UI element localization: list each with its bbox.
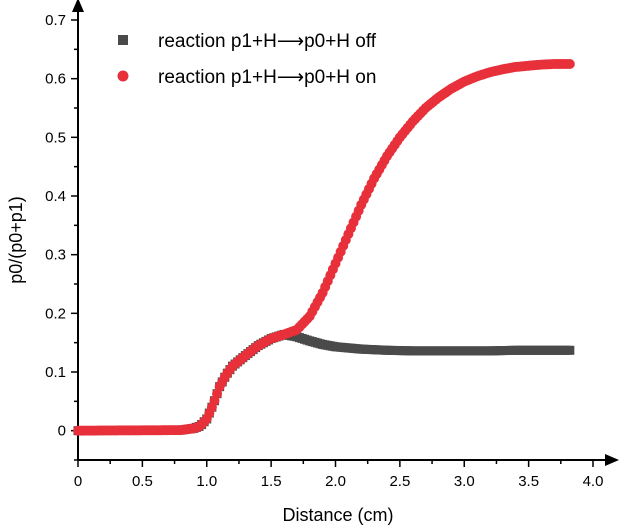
x-tick-label: 0 [74, 473, 82, 490]
y-tick-label: 0.4 [45, 188, 66, 205]
x-tick-label: 4.0 [583, 473, 604, 490]
x-tick-label: 3.5 [518, 473, 539, 490]
legend-marker-on [117, 70, 129, 82]
y-tick-label: 0.1 [45, 364, 66, 381]
y-tick-label: 0 [58, 423, 66, 440]
data-point [565, 345, 575, 355]
x-tick-label: 1.0 [196, 473, 217, 490]
y-tick-label: 0.3 [45, 247, 66, 264]
series-layer [73, 59, 575, 436]
legend-label-off: reaction p1+H⟶p0+H off [158, 31, 377, 52]
x-axis-arrow [605, 454, 619, 466]
y-tick-label: 0.6 [45, 71, 66, 88]
y-tick-label: 0.5 [45, 129, 66, 146]
x-tick-label: 3.0 [454, 473, 475, 490]
data-point [564, 59, 575, 69]
series-1 [73, 59, 575, 436]
axes: 0 0.5 1.0 1.5 2.0 2.5 3.0 3.5 4.0 0 0.1 0.2 0.3 0.4 0.… [45, 0, 619, 490]
legend: reaction p1+H⟶p0+H off reaction p1+H⟶p0+… [117, 31, 377, 88]
y-tick-label: 0.7 [45, 12, 66, 29]
legend-marker-off [118, 35, 128, 45]
x-axis-title: Distance (cm) [282, 505, 393, 525]
legend-label-on: reaction p1+H⟶p0+H on [158, 67, 376, 88]
x-tick-label: 0.5 [132, 473, 153, 490]
y-axis-arrow [72, 0, 84, 12]
y-axis-title: p0/(p0+p1) [6, 196, 26, 284]
series-0 [73, 329, 575, 436]
x-tick-label: 2.5 [389, 473, 410, 490]
x-tick-label: 1.5 [261, 473, 282, 490]
x-tick-label: 2.0 [325, 473, 346, 490]
y-tick-label: 0.2 [45, 305, 66, 322]
